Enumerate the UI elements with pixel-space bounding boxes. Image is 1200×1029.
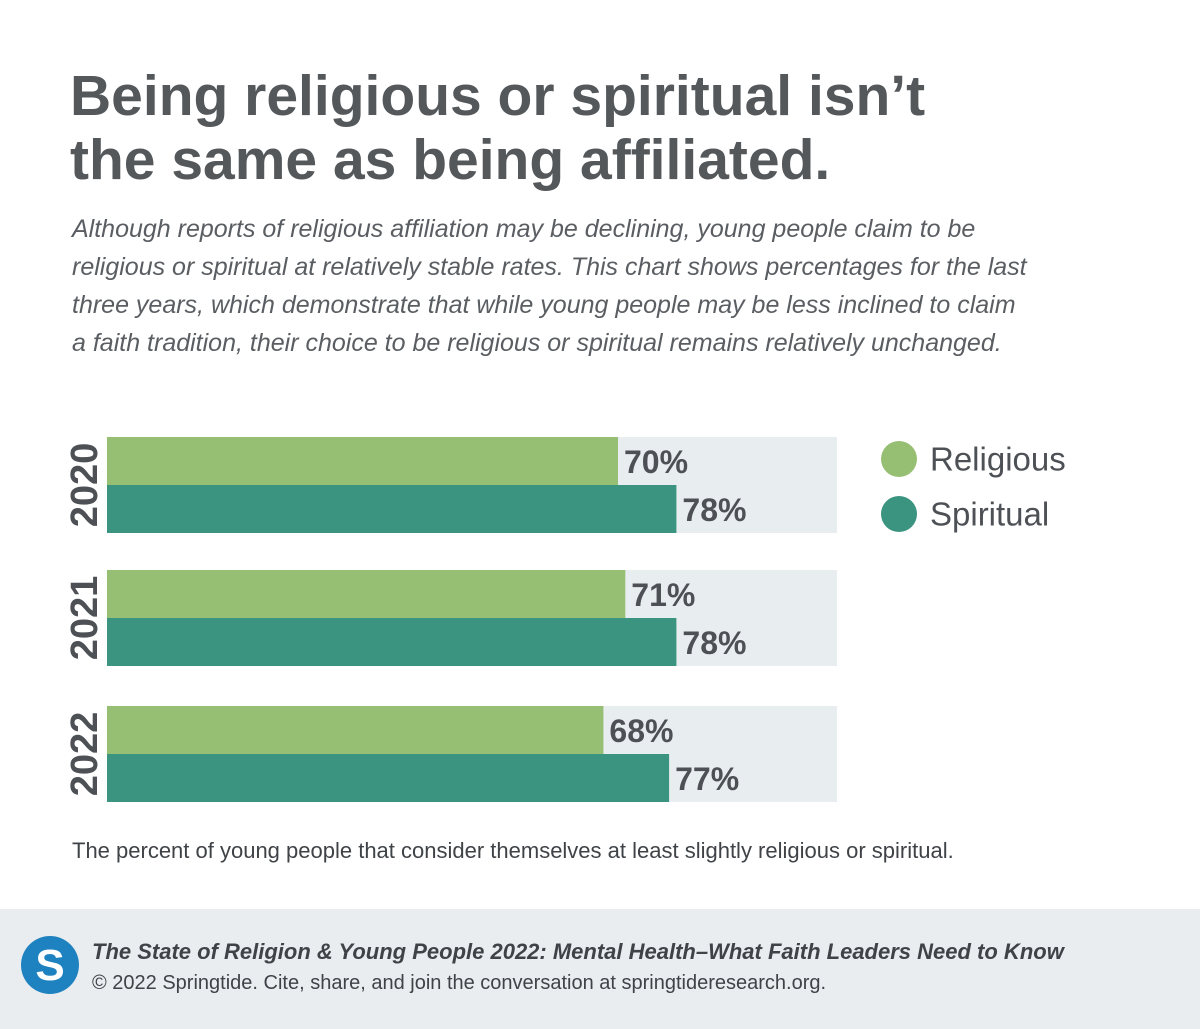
data-label-spiritual-2020: 78% xyxy=(682,492,746,528)
title-line-1: Being religious or spiritual isn’t xyxy=(70,64,926,128)
footer: S The State of Religion & Young People 2… xyxy=(0,909,1200,1029)
data-label-religious-2020: 70% xyxy=(624,444,688,480)
page-title: Being religious or spiritual isn’t the s… xyxy=(70,64,1150,192)
chart-subtitle: Although reports of religious affiliatio… xyxy=(72,215,1027,357)
year-label-2022: 2022 xyxy=(64,712,106,797)
data-label-spiritual-2021: 78% xyxy=(682,625,746,661)
legend-swatch-religious xyxy=(881,441,917,477)
footer-copyright: © 2022 Springtide. Cite, share, and join… xyxy=(92,972,827,994)
chart-caption: The percent of young people that conside… xyxy=(72,838,954,863)
bar-spiritual-2020 xyxy=(107,485,677,533)
logo-letter: S xyxy=(35,941,64,990)
bar-religious-2022 xyxy=(107,706,604,754)
data-label-religious-2021: 71% xyxy=(631,577,695,613)
legend-swatch-spiritual xyxy=(881,496,917,532)
bar-religious-2020 xyxy=(107,437,618,485)
year-label-2021: 2021 xyxy=(64,576,106,661)
bar-chart: 2020 70% 78% 2021 71% 78% 2022 68%77% Religious S… xyxy=(64,437,1066,802)
year-label-2020: 2020 xyxy=(64,443,106,528)
legend-label-spiritual: Spiritual xyxy=(930,496,1049,533)
bar-religious-2021 xyxy=(107,570,626,618)
legend-label-religious: Religious xyxy=(930,441,1066,478)
bar-spiritual-2022 xyxy=(107,754,670,802)
title-line-2: the same as being affiliated. xyxy=(70,128,831,192)
data-label-spiritual-2022: 77% xyxy=(675,761,739,797)
bar-spiritual-2021 xyxy=(107,618,677,666)
springtide-logo-icon: S xyxy=(21,936,79,994)
data-label-religious-2022: 68% xyxy=(609,713,673,749)
footer-report-title: The State of Religion & Young People 202… xyxy=(92,939,1064,964)
